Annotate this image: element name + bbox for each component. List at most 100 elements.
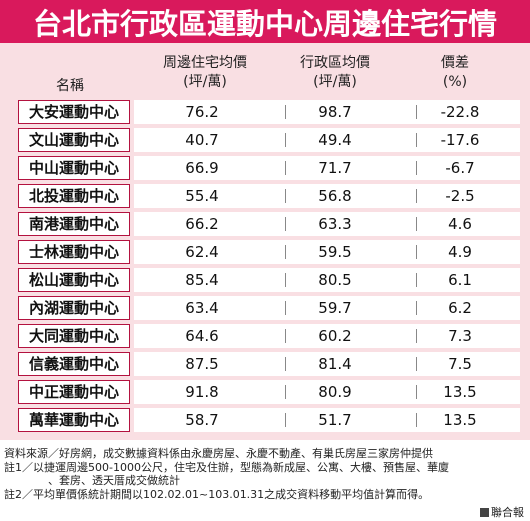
divider <box>285 357 286 371</box>
table-row: 萬華運動中心 58.7 51.7 13.5 <box>18 408 520 432</box>
price-diff: 4.9 <box>448 243 472 261</box>
header-nearby-price: 周邊住宅均價 (坪/萬) <box>140 54 270 92</box>
table-panel: 名稱 周邊住宅均價 (坪/萬) 行政區均價 (坪/萬) 價差 (%) 大安運動中… <box>0 43 530 440</box>
nearby-price: 76.2 <box>185 103 219 121</box>
divider <box>285 273 286 287</box>
price-diff: -6.7 <box>445 159 475 177</box>
row-name: 士林運動中心 <box>18 240 130 264</box>
divider <box>416 189 417 203</box>
nearby-price: 62.4 <box>185 243 219 261</box>
district-price: 98.7 <box>318 103 352 121</box>
table-row: 大同運動中心 64.6 60.2 7.3 <box>18 324 520 348</box>
district-price: 51.7 <box>318 411 352 429</box>
divider <box>416 301 417 315</box>
row-cells: 40.7 49.4 -17.6 <box>134 128 520 152</box>
divider <box>285 245 286 259</box>
table-row: 松山運動中心 85.4 80.5 6.1 <box>18 268 520 292</box>
district-price: 63.3 <box>318 215 352 233</box>
row-cells: 62.4 59.5 4.9 <box>134 240 520 264</box>
price-diff: 13.5 <box>443 383 477 401</box>
table-row: 中山運動中心 66.9 71.7 -6.7 <box>18 156 520 180</box>
row-cells: 85.4 80.5 6.1 <box>134 268 520 292</box>
row-cells: 66.9 71.7 -6.7 <box>134 156 520 180</box>
table-row: 士林運動中心 62.4 59.5 4.9 <box>18 240 520 264</box>
nearby-price: 66.9 <box>185 159 219 177</box>
divider <box>416 133 417 147</box>
divider <box>285 301 286 315</box>
nearby-price: 85.4 <box>185 271 219 289</box>
row-cells: 91.8 80.9 13.5 <box>134 380 520 404</box>
table-row: 大安運動中心 76.2 98.7 -22.8 <box>18 100 520 124</box>
table-row: 信義運動中心 87.5 81.4 7.5 <box>18 352 520 376</box>
price-diff: -2.5 <box>445 187 475 205</box>
nearby-price: 64.6 <box>185 327 219 345</box>
row-name: 文山運動中心 <box>18 128 130 152</box>
table-row: 南港運動中心 66.2 63.3 4.6 <box>18 212 520 236</box>
row-cells: 64.6 60.2 7.3 <box>134 324 520 348</box>
nearby-price: 55.4 <box>185 187 219 205</box>
divider <box>285 413 286 427</box>
divider <box>416 329 417 343</box>
header-price-diff-unit: (%) <box>442 74 468 90</box>
price-diff: 4.6 <box>448 215 472 233</box>
row-name: 萬華運動中心 <box>18 408 130 432</box>
district-price: 59.5 <box>318 243 352 261</box>
district-price: 56.8 <box>318 187 352 205</box>
nearby-price: 87.5 <box>185 355 219 373</box>
note-2: 註2／平均單價係統計期間以102.02.01~103.01.31之成交資料移動平… <box>4 487 430 501</box>
row-cells: 58.7 51.7 13.5 <box>134 408 520 432</box>
row-name: 中正運動中心 <box>18 380 130 404</box>
page-title: 台北市行政區運動中心周邊住宅行情 <box>32 6 497 41</box>
header-district-price: 行政區均價 (坪/萬) <box>270 54 400 92</box>
price-diff: 6.2 <box>448 299 472 317</box>
divider <box>416 385 417 399</box>
row-name: 南港運動中心 <box>18 212 130 236</box>
divider <box>285 105 286 119</box>
row-cells: 66.2 63.3 4.6 <box>134 212 520 236</box>
title-bar: 台北市行政區運動中心周邊住宅行情 <box>0 0 530 43</box>
nearby-price: 40.7 <box>185 131 219 149</box>
row-name: 內湖運動中心 <box>18 296 130 320</box>
divider <box>416 217 417 231</box>
header-district-price-title: 行政區均價 <box>300 55 370 71</box>
source-credit: 聯合報 <box>480 504 524 520</box>
divider <box>285 133 286 147</box>
divider <box>416 161 417 175</box>
header-price-diff: 價差 (%) <box>400 54 510 92</box>
divider <box>285 329 286 343</box>
nearby-price: 91.8 <box>185 383 219 401</box>
price-diff: 13.5 <box>443 411 477 429</box>
header-nearby-price-title: 周邊住宅均價 <box>163 55 247 71</box>
table-row: 內湖運動中心 63.4 59.7 6.2 <box>18 296 520 320</box>
divider <box>416 273 417 287</box>
district-price: 60.2 <box>318 327 352 345</box>
divider <box>416 245 417 259</box>
price-diff: -17.6 <box>440 131 480 149</box>
price-diff: 7.5 <box>448 355 472 373</box>
divider <box>416 357 417 371</box>
district-price: 71.7 <box>318 159 352 177</box>
row-cells: 63.4 59.7 6.2 <box>134 296 520 320</box>
row-name: 大安運動中心 <box>18 100 130 124</box>
row-name: 松山運動中心 <box>18 268 130 292</box>
row-name: 信義運動中心 <box>18 352 130 376</box>
divider <box>285 217 286 231</box>
district-price: 81.4 <box>318 355 352 373</box>
header-district-price-unit: (坪/萬) <box>313 74 357 90</box>
row-cells: 87.5 81.4 7.5 <box>134 352 520 376</box>
price-diff: 6.1 <box>448 271 472 289</box>
row-name: 北投運動中心 <box>18 184 130 208</box>
divider <box>285 161 286 175</box>
row-cells: 76.2 98.7 -22.8 <box>134 100 520 124</box>
nearby-price: 58.7 <box>185 411 219 429</box>
footnotes: 資料來源／好房網，成交數據資料係由永慶房屋、永慶不動產、有巢氏房屋三家房仲提供 … <box>4 447 526 501</box>
header-price-diff-title: 價差 <box>441 55 469 71</box>
district-price: 80.9 <box>318 383 352 401</box>
district-price: 49.4 <box>318 131 352 149</box>
square-icon <box>480 507 489 517</box>
row-name: 中山運動中心 <box>18 156 130 180</box>
divider <box>416 105 417 119</box>
note-1-continued: 、套房、透天厝成交做統計 <box>48 474 180 487</box>
note-source: 資料來源／好房網，成交數據資料係由永慶房屋、永慶不動產、有巢氏房屋三家房仲提供 <box>4 447 433 460</box>
divider <box>416 413 417 427</box>
